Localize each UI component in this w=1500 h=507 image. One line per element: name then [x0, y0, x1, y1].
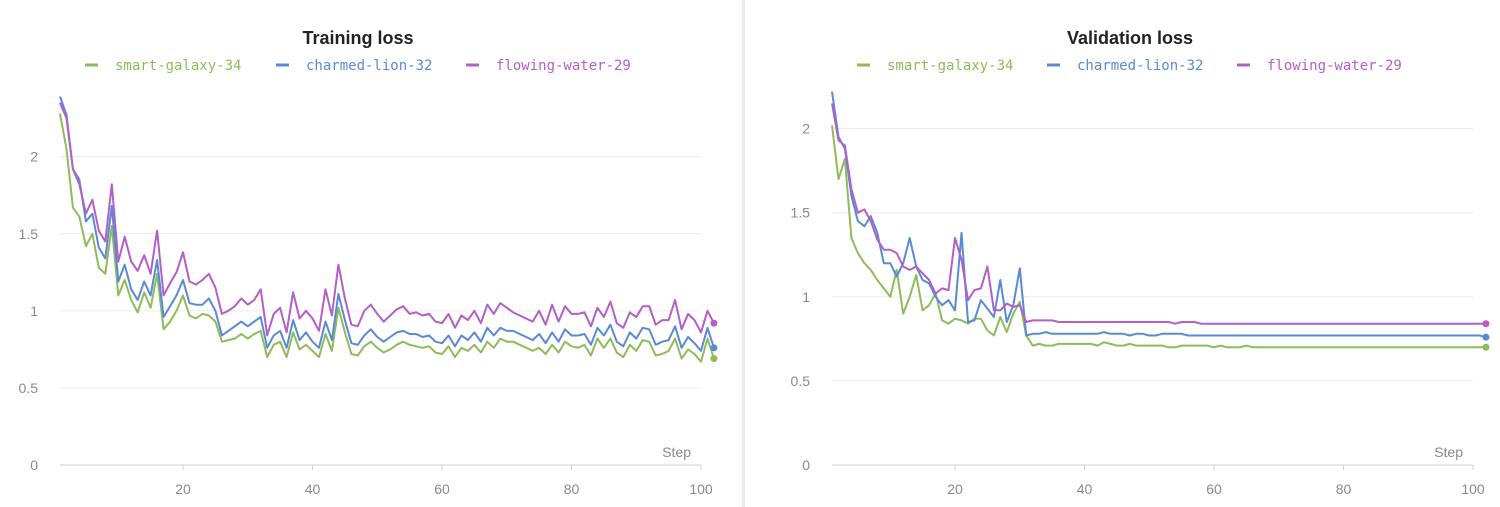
series-endpoint-charmed-lion-32[interactable] — [710, 344, 718, 352]
series-line-charmed-lion-32[interactable] — [831, 91, 1487, 339]
x-axis-label: Step — [1434, 444, 1463, 460]
validation-loss-panel: Validation loss smart-galaxy-34 charmed-li… — [745, 0, 1500, 507]
x-tick-label: 80 — [1336, 481, 1352, 497]
training-loss-chart: Training loss smart-galaxy-34 charmed-lion… — [19, 28, 718, 497]
y-tick-label: 1 — [802, 289, 810, 305]
series-endpoint-smart-galaxy-34[interactable] — [1482, 343, 1490, 351]
legend-item-charmed-lion-32[interactable]: charmed-lion-32 — [276, 58, 432, 74]
x-tick-label: 20 — [175, 481, 191, 497]
series-line-smart-galaxy-34[interactable] — [59, 113, 715, 363]
legend-label: flowing-water-29 — [496, 58, 631, 74]
x-tick-label: 40 — [305, 481, 321, 497]
x-tick-label: 60 — [434, 481, 450, 497]
legend-label: flowing-water-29 — [1267, 58, 1402, 74]
legend-item-flowing-water-29[interactable]: flowing-water-29 — [1237, 58, 1402, 74]
x-tick-label: 100 — [1461, 481, 1485, 497]
y-tick-label: 1.5 — [791, 205, 811, 221]
x-axis-label: Step — [662, 444, 691, 460]
legend-label: charmed-lion-32 — [306, 58, 432, 74]
y-tick-label: 2 — [802, 121, 810, 137]
series-line-charmed-lion-32[interactable] — [59, 96, 715, 352]
legend-item-smart-galaxy-34[interactable]: smart-galaxy-34 — [857, 58, 1013, 74]
y-tick-label: 0 — [30, 457, 38, 473]
y-tick-label: 1.5 — [19, 226, 39, 242]
x-tick-label: 60 — [1206, 481, 1222, 497]
series-line-flowing-water-29[interactable] — [59, 102, 715, 337]
x-tick-label: 100 — [689, 481, 713, 497]
legend-item-flowing-water-29[interactable]: flowing-water-29 — [466, 58, 631, 74]
legend-item-smart-galaxy-34[interactable]: smart-galaxy-34 — [85, 58, 241, 74]
legend-item-charmed-lion-32[interactable]: charmed-lion-32 — [1047, 58, 1203, 74]
validation-loss-chart: Validation loss smart-galaxy-34 charmed-li… — [791, 28, 1490, 497]
series-endpoint-smart-galaxy-34[interactable] — [710, 355, 718, 363]
series-line-smart-galaxy-34[interactable] — [831, 125, 1486, 349]
legend-label: charmed-lion-32 — [1077, 58, 1203, 74]
series-endpoint-flowing-water-29[interactable] — [710, 319, 718, 327]
x-tick-label: 80 — [564, 481, 580, 497]
chart-title: Training loss — [302, 28, 413, 48]
legend-label: smart-galaxy-34 — [887, 58, 1013, 74]
legend-label: smart-galaxy-34 — [115, 58, 241, 74]
x-tick-label: 40 — [1077, 481, 1093, 497]
y-tick-label: 0.5 — [791, 373, 811, 389]
x-tick-label: 20 — [947, 481, 963, 497]
y-tick-label: 2 — [30, 149, 38, 165]
series-line-flowing-water-29[interactable] — [831, 103, 1486, 325]
y-tick-label: 1 — [30, 303, 38, 319]
series-endpoint-flowing-water-29[interactable] — [1482, 320, 1490, 328]
y-tick-label: 0.5 — [19, 380, 39, 396]
y-tick-label: 0 — [802, 457, 810, 473]
panel-divider — [742, 0, 745, 507]
series-endpoint-charmed-lion-32[interactable] — [1482, 333, 1490, 341]
training-loss-panel: Training loss smart-galaxy-34 charmed-lion… — [0, 0, 742, 507]
chart-title: Validation loss — [1067, 28, 1193, 48]
